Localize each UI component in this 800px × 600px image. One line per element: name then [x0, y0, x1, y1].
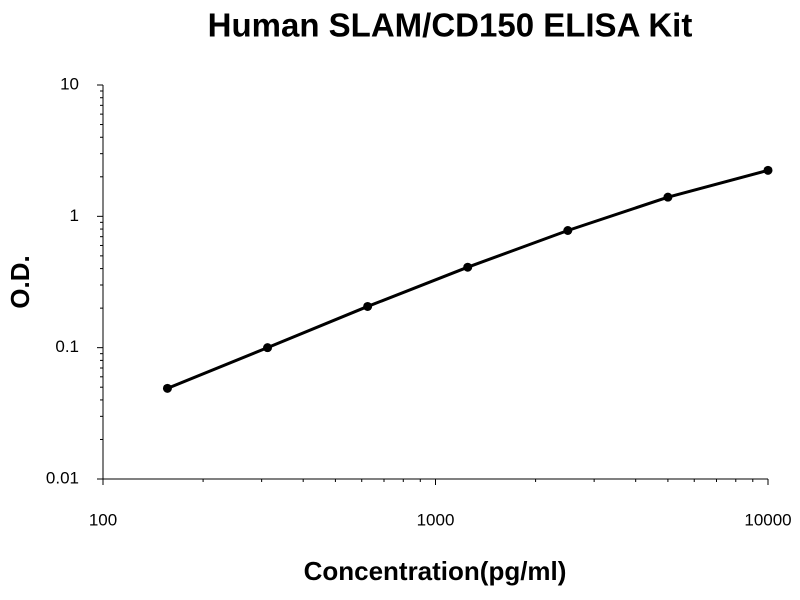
y-tick-label: 10 [60, 74, 79, 93]
x-tick-label: 100 [89, 510, 117, 529]
chart-title: Human SLAM/CD150 ELISA Kit [208, 7, 693, 44]
x-axis-title: Concentration(pg/ml) [304, 556, 567, 586]
x-tick-label: 1000 [417, 510, 455, 529]
data-point [463, 262, 473, 272]
data-point [263, 343, 273, 353]
y-tick-label: 1 [70, 206, 79, 225]
y-tick-label: 0.01 [46, 468, 79, 487]
data-point [663, 192, 673, 202]
data-point [563, 226, 573, 236]
data-point [162, 383, 172, 393]
data-point [363, 301, 373, 311]
series-line [166, 168, 769, 390]
y-tick-label: 0.1 [55, 337, 79, 356]
data-point [763, 165, 773, 175]
x-tick-label: 10000 [744, 510, 791, 529]
y-axis-title: O.D. [5, 255, 35, 308]
